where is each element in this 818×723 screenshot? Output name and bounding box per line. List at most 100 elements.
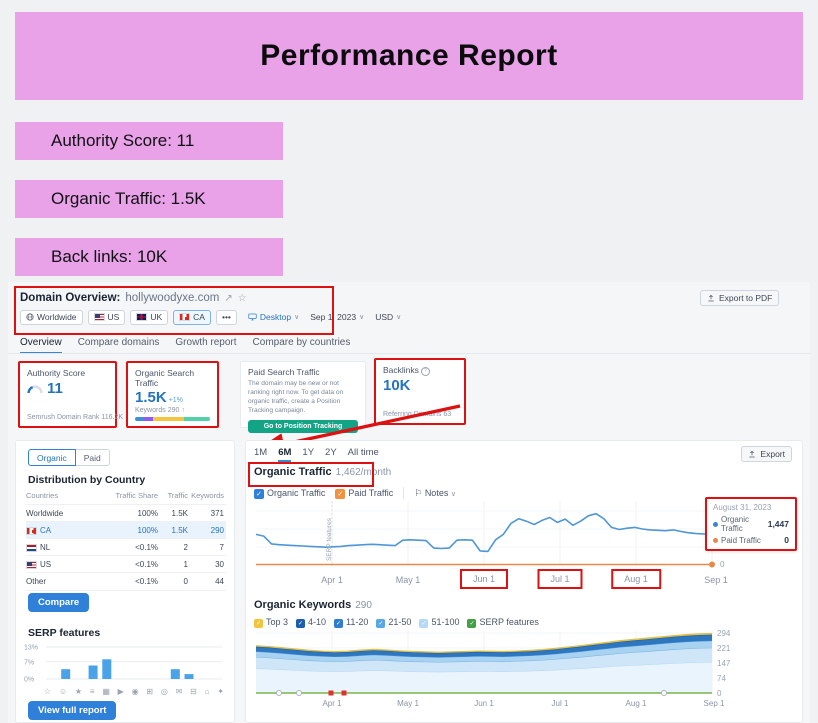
external-link-icon[interactable]: ↗ <box>224 292 233 304</box>
stat-authority-score: Authority Score: 11 <box>15 122 283 160</box>
favorite-star-icon[interactable]: ☆ <box>237 292 247 304</box>
checkbox-checked-icon[interactable]: ✓ <box>254 488 264 499</box>
serp-features-chart: 13% 7% 0% <box>22 641 228 687</box>
filter-ca-selected[interactable]: CA <box>173 309 211 325</box>
legend-label: 4-10 <box>308 617 327 627</box>
footer-label: Referring Domains <box>383 411 442 418</box>
table-header: Countries Traffic Share Traffic Keywords <box>26 491 226 500</box>
checkbox-checked-icon[interactable]: ✓ <box>335 488 346 499</box>
chart-note-label: SERP features <box>326 518 333 561</box>
tabs-divider <box>8 353 810 354</box>
legend-paid-traffic[interactable]: ✓ Paid Traffic <box>335 488 393 499</box>
gauge-icon <box>27 384 43 393</box>
keywords-value: 371 <box>210 509 224 518</box>
organic-keywords-area-chart[interactable] <box>246 629 794 701</box>
stat-backlinks: Back links: 10K <box>15 238 283 276</box>
domain-header: Domain Overview: hollywoodyxe.com ↗ ☆ <box>20 290 247 306</box>
view-full-report-button[interactable]: View full report <box>28 701 117 720</box>
tab-compare-domains[interactable]: Compare domains <box>77 337 160 348</box>
range-all-time[interactable]: All time <box>347 447 379 458</box>
legend-label: Organic Traffic <box>267 487 326 498</box>
filter-label: CA <box>193 312 205 322</box>
checkbox-checked-icon[interactable]: ✓ <box>467 619 477 628</box>
keywords-value: 30 <box>215 560 224 569</box>
organic-traffic-heading: Organic Traffic 1,462/month <box>254 466 391 478</box>
checkbox-checked-icon[interactable]: ✓ <box>254 619 263 628</box>
export-button[interactable]: Export <box>741 446 792 462</box>
filter-label: Sep 1, 2023 <box>310 312 357 322</box>
range-1m[interactable]: 1M <box>254 447 268 458</box>
table-row-ca-active[interactable]: CA 100% 1.5K 290 <box>26 521 226 539</box>
legend-organic-traffic[interactable]: ✓ Organic Traffic <box>254 488 325 499</box>
share-value: <0.1% <box>135 543 158 552</box>
chevron-down-icon: ∨ <box>359 314 365 321</box>
time-range-tabs: 1M 6M 1Y 2Y All time <box>254 447 379 462</box>
toggle-paid[interactable]: Paid <box>75 449 110 466</box>
x-tick-aug-boxed: Aug 1 <box>611 569 661 589</box>
checkbox-checked-icon[interactable]: ✓ <box>334 619 344 628</box>
filter-device[interactable]: Desktop ∨ <box>248 312 299 322</box>
legend-label: 11-20 <box>346 617 369 627</box>
chevron-down-icon: ∨ <box>396 314 402 321</box>
checkbox-checked-icon[interactable]: ✓ <box>419 619 429 628</box>
compare-button[interactable]: Compare <box>28 593 90 612</box>
go-to-position-tracking-button[interactable]: Go to Position Tracking <box>248 419 358 433</box>
serp-feature-icon: ⌂ <box>204 687 210 696</box>
table-row[interactable]: US <0.1% 1 30 <box>26 555 226 573</box>
filter-worldwide[interactable]: Worldwide <box>20 309 83 325</box>
legend-top3[interactable]: ✓ Top 3 <box>254 617 288 628</box>
card-title: Paid Search Traffic <box>248 367 320 377</box>
keywords-value: 290 <box>210 526 224 535</box>
distribution-title: Distribution by Country <box>28 474 146 486</box>
svg-text:0%: 0% <box>24 677 34 684</box>
info-icon[interactable]: ? <box>420 366 430 376</box>
legend-4-10[interactable]: ✓ 4-10 <box>296 617 326 628</box>
range-6m-active[interactable]: 6M <box>278 447 292 462</box>
table-row[interactable]: NL <0.1% 2 7 <box>26 538 226 556</box>
table-row[interactable]: Worldwide 100% 1.5K 371 <box>26 504 226 522</box>
x-tick-sep: Sep 1 <box>703 699 725 708</box>
keywords-distribution-bar <box>135 417 210 421</box>
legend-21-50[interactable]: ✓ 21-50 <box>376 617 411 628</box>
serp-feature-icon: ✉ <box>175 687 183 696</box>
tab-compare-by-countries[interactable]: Compare by countries <box>252 337 351 348</box>
traffic-legend: ✓ Organic Traffic ✓ Paid Traffic ⚐ Notes ∨ <box>254 487 456 499</box>
keywords-value: 44 <box>215 577 224 586</box>
country-name: Worldwide <box>26 509 64 518</box>
filter-more[interactable]: ••• <box>215 309 237 325</box>
keywords-value: 7 <box>219 543 224 552</box>
legend-51-100[interactable]: ✓ 51-100 <box>419 617 459 628</box>
serp-feature-icon: ≡ <box>89 687 95 696</box>
serp-feature-icon: ☆ <box>44 687 52 696</box>
table-row[interactable]: Other <0.1% 0 44 <box>26 572 226 591</box>
export-to-pdf-button[interactable]: Export to PDF <box>700 290 780 306</box>
toggle-organic[interactable]: Organic <box>28 449 76 466</box>
checkbox-checked-icon[interactable]: ✓ <box>296 619 306 628</box>
tab-growth-report[interactable]: Growth report <box>175 337 237 348</box>
x-tick-may: May 1 <box>397 699 419 708</box>
range-2y[interactable]: 2Y <box>325 447 337 458</box>
filter-us[interactable]: US <box>87 309 126 325</box>
tab-overview[interactable]: Overview <box>20 337 62 354</box>
serp-feature-icon: ◎ <box>160 687 168 696</box>
organic-traffic-line-chart[interactable]: 0 <box>246 499 794 571</box>
filter-currency[interactable]: USD ∨ <box>375 312 401 322</box>
filter-uk[interactable]: UK <box>130 309 169 325</box>
x-tick-apr: Apr 1 <box>322 699 342 708</box>
ca-flag-icon <box>179 313 191 321</box>
bar-segment-yellow <box>153 417 184 421</box>
paid-dot-icon <box>713 537 718 543</box>
legend-11-20[interactable]: ✓ 11-20 <box>334 617 368 628</box>
chevron-down-icon: ∨ <box>450 490 456 498</box>
legend-serp-features[interactable]: ✓ SERP features <box>467 617 539 628</box>
stat-text: Authority Score: 11 <box>51 131 195 150</box>
notes-dropdown[interactable]: ⚐ Notes ∨ <box>414 488 456 499</box>
range-1y[interactable]: 1Y <box>302 447 315 458</box>
legend-label: 51-100 <box>431 617 460 627</box>
serp-feature-icon: ✦ <box>217 687 224 696</box>
checkbox-checked-icon[interactable]: ✓ <box>376 619 386 628</box>
col-traffic: Traffic <box>167 491 188 500</box>
tooltip-label: Paid Traffic <box>721 535 761 545</box>
filter-date[interactable]: Sep 1, 2023 ∨ <box>310 312 364 322</box>
col-keywords: Keywords <box>191 491 224 500</box>
